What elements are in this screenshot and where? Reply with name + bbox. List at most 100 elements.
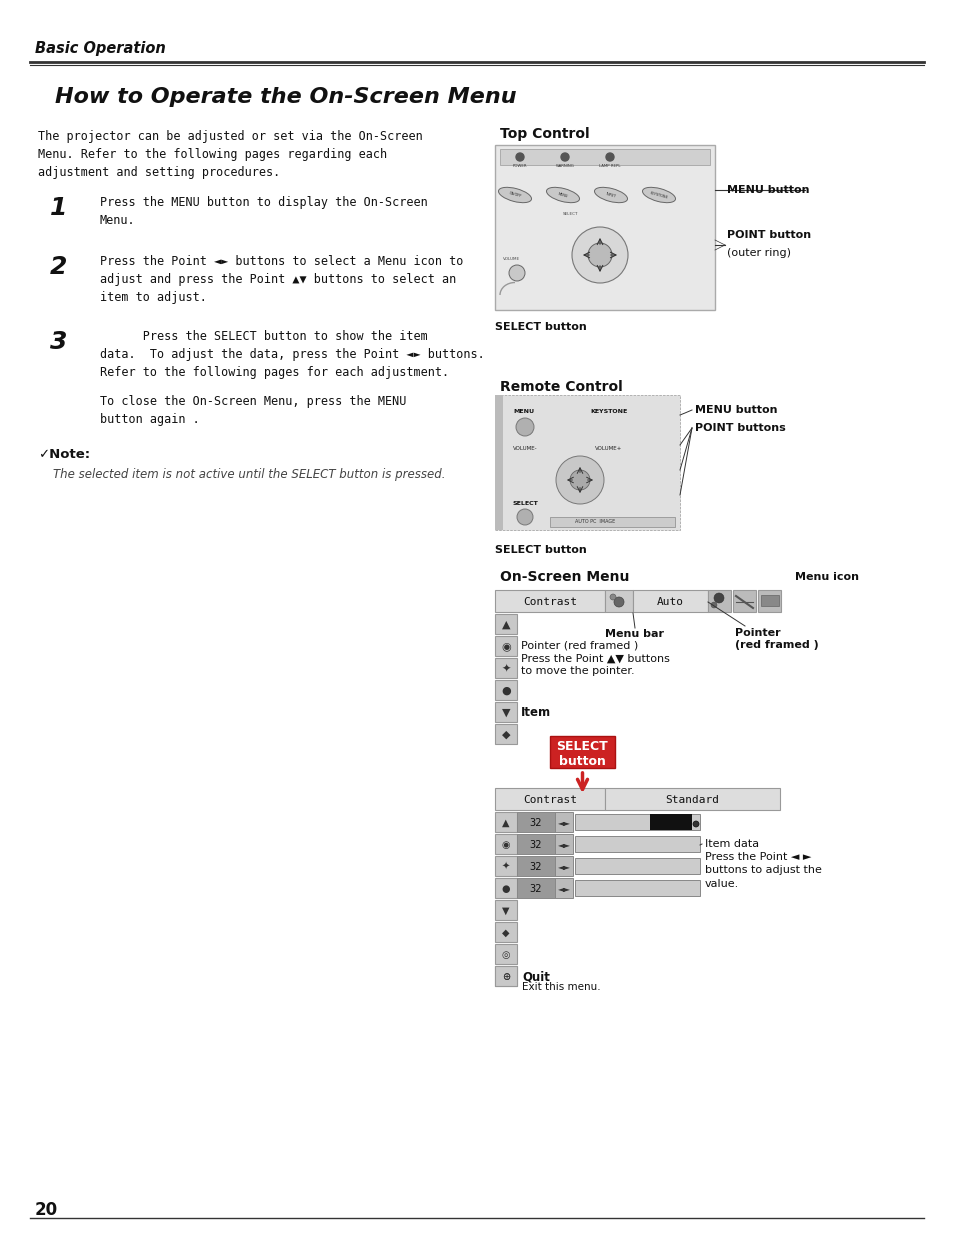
Circle shape bbox=[692, 821, 699, 827]
Text: Item: Item bbox=[520, 706, 551, 719]
Bar bbox=[495, 701, 517, 722]
Bar bbox=[604, 788, 780, 810]
Text: On-Screen Menu: On-Screen Menu bbox=[499, 571, 629, 584]
Text: ▲: ▲ bbox=[501, 818, 509, 827]
Bar bbox=[495, 724, 517, 743]
Text: Remote Control: Remote Control bbox=[499, 380, 622, 394]
Text: VOLUME+: VOLUME+ bbox=[595, 446, 621, 451]
Bar bbox=[575, 858, 700, 874]
Bar bbox=[604, 590, 633, 613]
Text: SELECT
button: SELECT button bbox=[556, 740, 608, 768]
Text: 32: 32 bbox=[529, 840, 541, 850]
Bar bbox=[495, 788, 604, 810]
Text: ●: ● bbox=[501, 884, 510, 894]
Bar bbox=[495, 966, 517, 986]
Text: 1: 1 bbox=[50, 196, 68, 220]
Text: Menu icon: Menu icon bbox=[794, 572, 858, 582]
Bar bbox=[495, 636, 517, 656]
Bar bbox=[495, 944, 517, 965]
Text: The projector can be adjusted or set via the On-Screen
Menu. Refer to the follow: The projector can be adjusted or set via… bbox=[38, 130, 422, 179]
Bar bbox=[495, 144, 714, 310]
Text: Menu bar: Menu bar bbox=[605, 629, 664, 638]
Bar bbox=[575, 881, 700, 897]
Text: Standard: Standard bbox=[664, 795, 719, 805]
Circle shape bbox=[569, 471, 589, 490]
Text: POWER: POWER bbox=[512, 164, 527, 168]
Text: ✓Note:: ✓Note: bbox=[38, 448, 90, 461]
Text: Item data
Press the Point ◄ ►
buttons to adjust the
value.: Item data Press the Point ◄ ► buttons to… bbox=[704, 839, 821, 889]
Bar bbox=[495, 395, 502, 530]
Text: (outer ring): (outer ring) bbox=[726, 248, 790, 258]
Text: Press the MENU button to display the On-Screen
Menu.: Press the MENU button to display the On-… bbox=[100, 196, 427, 227]
Text: ON/OFF: ON/OFF bbox=[508, 191, 521, 199]
Text: ⊕: ⊕ bbox=[501, 972, 510, 982]
Text: INPUT: INPUT bbox=[605, 191, 616, 199]
Bar bbox=[499, 149, 709, 165]
Text: ◆: ◆ bbox=[501, 730, 510, 740]
Bar bbox=[555, 856, 573, 876]
Text: 32: 32 bbox=[529, 818, 541, 827]
Text: Press the Point ◄► buttons to select a Menu icon to
adjust and press the Point ▲: Press the Point ◄► buttons to select a M… bbox=[100, 254, 463, 304]
Text: ◉: ◉ bbox=[501, 840, 510, 850]
Bar bbox=[517, 856, 555, 876]
Bar bbox=[495, 590, 604, 613]
Text: Contrast: Contrast bbox=[522, 597, 577, 606]
Text: To close the On-Screen Menu, press the MENU
button again .: To close the On-Screen Menu, press the M… bbox=[100, 395, 406, 426]
Text: POINT buttons: POINT buttons bbox=[695, 424, 785, 433]
Bar bbox=[555, 834, 573, 853]
Circle shape bbox=[560, 153, 568, 161]
Text: Basic Operation: Basic Operation bbox=[35, 41, 166, 56]
Text: ⊙: ⊙ bbox=[501, 972, 510, 982]
Text: AUTO PC  IMAGE: AUTO PC IMAGE bbox=[575, 519, 615, 524]
Bar bbox=[517, 834, 555, 853]
Circle shape bbox=[710, 601, 717, 608]
Text: Exit this menu.: Exit this menu. bbox=[521, 982, 600, 992]
Text: ◄►: ◄► bbox=[557, 862, 570, 872]
Text: Contrast: Contrast bbox=[522, 795, 577, 805]
Text: SELECT: SELECT bbox=[562, 212, 578, 216]
Text: ▼: ▼ bbox=[501, 708, 510, 718]
Text: ✦: ✦ bbox=[501, 862, 510, 872]
Text: VOLUME-: VOLUME- bbox=[513, 446, 537, 451]
Text: SELECT: SELECT bbox=[513, 501, 538, 506]
Bar bbox=[758, 590, 781, 613]
Text: ◆: ◆ bbox=[501, 927, 509, 939]
Text: KEYSTONE: KEYSTONE bbox=[649, 190, 668, 199]
Text: Auto: Auto bbox=[656, 597, 682, 606]
Bar bbox=[495, 834, 517, 853]
Bar bbox=[517, 878, 555, 898]
Circle shape bbox=[517, 509, 533, 525]
Text: MENU: MENU bbox=[557, 191, 568, 199]
Circle shape bbox=[516, 153, 523, 161]
Circle shape bbox=[556, 456, 603, 504]
Text: ◄►: ◄► bbox=[557, 841, 570, 850]
Circle shape bbox=[509, 266, 524, 282]
Ellipse shape bbox=[641, 188, 675, 203]
Bar bbox=[495, 395, 679, 530]
Bar bbox=[649, 814, 691, 830]
Text: How to Operate the On-Screen Menu: How to Operate the On-Screen Menu bbox=[55, 86, 517, 107]
Text: 32: 32 bbox=[529, 884, 541, 894]
Text: 32: 32 bbox=[529, 862, 541, 872]
Bar bbox=[555, 811, 573, 832]
Bar bbox=[495, 680, 517, 700]
Text: Pointer (red framed )
Press the Point ▲▼ buttons
to move the pointer.: Pointer (red framed ) Press the Point ▲▼… bbox=[520, 640, 669, 677]
Circle shape bbox=[572, 227, 627, 283]
Text: Pointer
(red framed ): Pointer (red framed ) bbox=[734, 629, 818, 650]
Bar bbox=[495, 856, 517, 876]
Bar bbox=[760, 595, 779, 606]
Bar bbox=[495, 900, 517, 920]
Text: SELECT button: SELECT button bbox=[495, 545, 586, 555]
Circle shape bbox=[605, 153, 614, 161]
Text: WARNING: WARNING bbox=[555, 164, 574, 168]
Text: MENU button: MENU button bbox=[726, 185, 809, 195]
Circle shape bbox=[614, 597, 623, 606]
Bar bbox=[550, 736, 615, 768]
Bar bbox=[495, 923, 517, 942]
Text: ◄►: ◄► bbox=[557, 884, 570, 893]
Bar bbox=[633, 590, 707, 613]
Bar bbox=[575, 814, 700, 830]
Circle shape bbox=[516, 417, 534, 436]
Text: ◄►: ◄► bbox=[557, 819, 570, 827]
Bar bbox=[495, 811, 517, 832]
